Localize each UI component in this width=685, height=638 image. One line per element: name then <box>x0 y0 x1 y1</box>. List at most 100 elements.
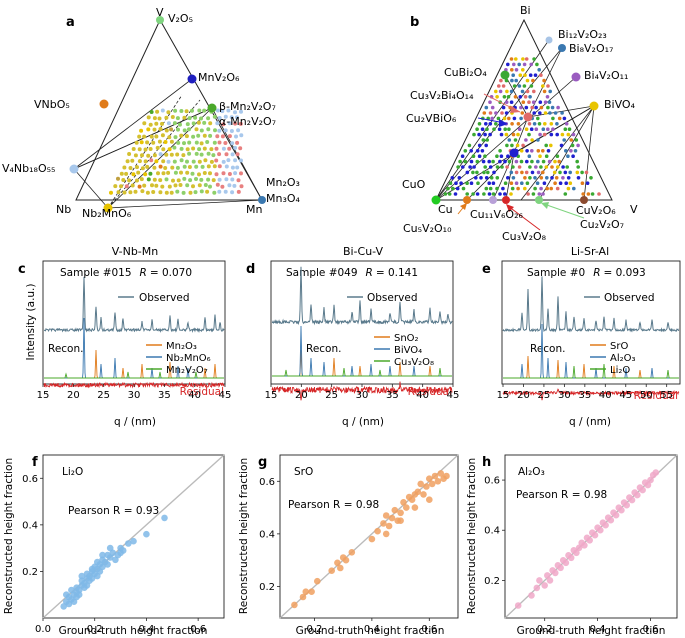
x-tick-label: 40 <box>599 390 612 401</box>
composition-dot-b <box>547 159 552 164</box>
composition-dot-a <box>124 184 129 189</box>
composition-dot-a <box>184 134 189 139</box>
composition-dot-a <box>166 159 171 164</box>
scatter-point <box>618 506 625 514</box>
composition-dot-a <box>226 108 231 113</box>
composition-dot-b <box>542 78 546 83</box>
composition-dot-b <box>536 159 540 164</box>
composition-dot-b <box>461 165 465 169</box>
scatter-point <box>334 559 341 567</box>
composition-dot-a <box>164 128 169 133</box>
composition-dots-b <box>443 57 601 196</box>
composition-dot-a <box>178 122 182 127</box>
composition-dot-b <box>488 100 492 104</box>
composition-dot-a <box>161 171 166 176</box>
composition-dot-a <box>194 127 199 132</box>
marker-vnbo5 <box>99 99 109 109</box>
composition-dot-a <box>199 189 204 194</box>
composition-dot-b <box>503 159 507 164</box>
scatter-point <box>562 559 570 567</box>
composition-dot-b <box>477 132 481 137</box>
composition-dot-a <box>154 159 159 164</box>
composition-dot-a <box>235 115 239 120</box>
marker-cu11v6o26 <box>489 196 497 204</box>
x-tick-label: 25 <box>325 390 338 401</box>
composition-dot-b <box>545 176 549 180</box>
composition-dot-b <box>529 84 534 88</box>
composition-dot-b <box>503 181 508 185</box>
x-tick-label: 20 <box>295 390 308 401</box>
composition-dot-a <box>116 190 121 195</box>
x-tick-label: 25 <box>538 390 551 401</box>
composition-dot-b <box>546 127 550 131</box>
composition-dot-b <box>468 165 472 169</box>
xlabel-e: q / (nm) <box>569 416 611 428</box>
composition-dot-b <box>538 154 542 158</box>
panel-letter-f: f <box>32 455 38 470</box>
composition-dot-b <box>537 122 542 126</box>
composition-dot-b <box>504 111 509 115</box>
composition-dot-a <box>170 115 175 119</box>
ylabel-g: Reconstructed height fraction <box>238 458 250 614</box>
composition-dot-b <box>572 186 576 191</box>
composition-dot-b <box>480 127 485 131</box>
composition-dot-a <box>158 127 163 131</box>
composition-dot-a <box>220 134 225 139</box>
x-tick-label: 0.4 <box>364 624 380 635</box>
y-tick-label: 0.6 <box>484 476 500 487</box>
composition-dot-b <box>567 127 572 131</box>
scatter-points-g: 0.2 0.4 0.6 0.2 0.4 0.6 <box>259 454 459 635</box>
panel-a: a V Nb Mn V₂O₅ MnV₂O₆ VNbO₅ β-Mn₂V₂O₇ α- <box>2 6 301 220</box>
composition-dot-a <box>167 147 172 152</box>
scatter-point <box>391 506 399 514</box>
composition-dot-a <box>238 121 243 126</box>
composition-dot-b <box>525 89 530 94</box>
composition-dot-b <box>503 192 507 196</box>
scatter-point <box>400 499 407 506</box>
composition-dot-a <box>230 165 235 170</box>
composition-dot-a <box>185 159 189 164</box>
composition-dot-b <box>482 111 487 115</box>
scatter-point <box>431 472 439 480</box>
scatter-point <box>652 469 660 476</box>
composition-dot-a <box>217 116 222 120</box>
scatter-title-f: Li₂O <box>62 466 83 478</box>
composition-dot-b <box>520 89 525 94</box>
composition-dot-a <box>239 184 244 189</box>
composition-dot-b <box>509 100 514 104</box>
legend-entry-e-1: Al₂O₃ <box>610 353 636 364</box>
x-tick-label: 45 <box>219 390 232 401</box>
composition-dot-b <box>564 181 568 185</box>
composition-dot-b <box>500 111 504 115</box>
composition-dot-a <box>223 114 228 119</box>
composition-dot-b <box>454 181 458 185</box>
composition-dot-a <box>208 171 212 176</box>
composition-dot-a <box>212 140 217 145</box>
composition-dot-a <box>199 141 204 146</box>
composition-dot-a <box>143 147 148 152</box>
composition-dot-a <box>203 158 208 163</box>
composition-dot-a <box>149 134 154 139</box>
panel-title-c: V-Nb-Mn <box>112 245 159 258</box>
x-tick-label: 35 <box>158 390 171 401</box>
composition-dot-b <box>563 192 568 196</box>
marker-cu2v2o7 <box>535 196 543 204</box>
composition-dot-a <box>178 183 183 187</box>
composition-dot-a <box>131 172 136 177</box>
composition-dot-b <box>521 57 525 61</box>
composition-dot-a <box>202 146 207 151</box>
scatter-point <box>533 584 541 592</box>
y-tick-label: 0.2 <box>22 567 38 578</box>
legend-entry-e-0: SrO <box>610 341 628 352</box>
composition-dot-b <box>497 84 501 88</box>
composition-dot-b <box>516 186 520 191</box>
x-tick-label: 15 <box>265 390 278 401</box>
composition-dot-b <box>538 111 542 115</box>
composition-dot-b <box>486 170 490 175</box>
scatter-point <box>68 586 75 594</box>
ylabel-h: Reconstructed height fraction <box>466 458 478 614</box>
composition-dot-b <box>528 73 533 77</box>
composition-dot-b <box>548 111 552 115</box>
composition-dot-b <box>526 192 530 196</box>
